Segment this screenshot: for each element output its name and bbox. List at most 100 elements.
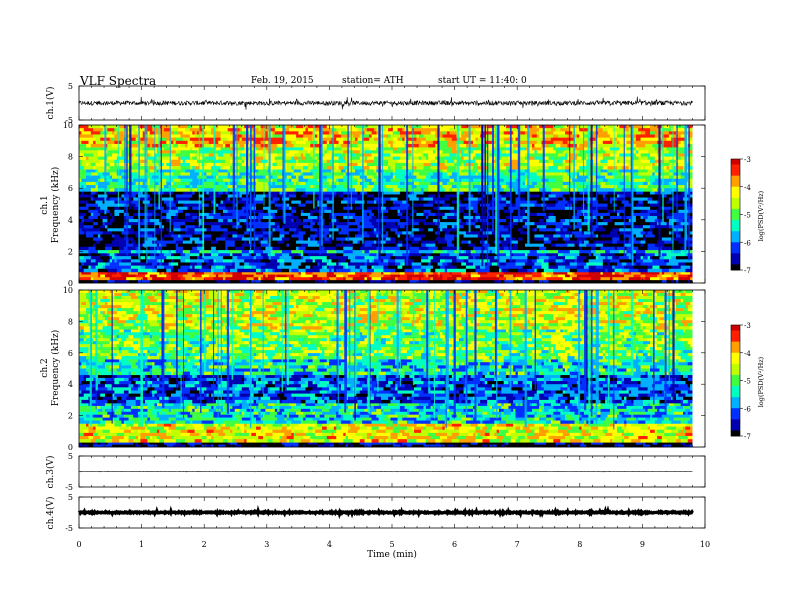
ch1-spec-cell: [300, 262, 309, 266]
ch1-spec-cell: [458, 203, 469, 208]
ch1-spec-cell: [83, 262, 89, 266]
ch1-spec-cell: [654, 206, 660, 211]
ch1-spec-cell: [423, 237, 429, 241]
ch1-spec-cell: [253, 159, 261, 164]
ch1-spec-cell: [385, 237, 391, 241]
ch1-spec-cell: [300, 277, 311, 281]
ch1-spec-cell: [595, 268, 606, 273]
ch1-spec-cell: [484, 262, 488, 266]
ch1-spec-cell: [541, 178, 549, 183]
ch1-spec-cell: [215, 125, 219, 129]
ch1-spec-cell: [619, 159, 627, 164]
ch1-spec-cell: [624, 243, 632, 248]
ch1-spec-cell: [237, 256, 247, 260]
ch1-spec-cell: [562, 162, 568, 167]
ch1-spec-cell: [536, 150, 545, 154]
ch1-spec-cell: [333, 162, 339, 167]
ch1-spec-cell: [366, 128, 375, 132]
ch1-spec-cell: [326, 178, 337, 183]
ch1-spec-cell: [487, 252, 493, 257]
ch1-spec-cell: [336, 150, 344, 154]
ch1-spec-cell: [442, 150, 453, 154]
ch1-spec-cell: [119, 277, 127, 281]
ch1-spec-cell: [79, 188, 87, 192]
ch1-spec-cell: [515, 128, 519, 132]
ch1-spec-cell: [591, 212, 601, 217]
ch1-spec-cell: [619, 271, 625, 275]
ch1-spec-cell: [215, 156, 219, 161]
ch1-spec-cell: [310, 277, 313, 281]
ch1-spec-cell: [376, 147, 387, 151]
ch1-spec-cell: [104, 209, 110, 214]
ch1-spec-cell: [109, 188, 113, 192]
ch1-spec-cell: [107, 159, 115, 164]
ch1-spec-cell: [416, 212, 424, 217]
ch1-spec-cell: [659, 206, 663, 211]
ch1-spec-cell: [645, 274, 648, 278]
ch1-spec-cell: [579, 150, 587, 154]
ch1-spec-cell: [499, 243, 502, 248]
ch1-spec-cell: [133, 181, 136, 186]
ch1-spec-cell: [293, 209, 297, 214]
ch1-spec-cell: [79, 206, 89, 211]
ch1-spec-cell: [204, 277, 212, 281]
ch1-spec-cell: [576, 243, 580, 248]
ch1-spec-cell: [532, 259, 538, 263]
ch1-spec-cell: [616, 150, 627, 154]
ch1-spec-cell: [418, 246, 429, 251]
ch1-spec-cell: [642, 194, 653, 198]
ch1-spec-cell: [411, 172, 417, 176]
ch1-spec-cell: [201, 234, 212, 238]
ch1-spec-cell: [633, 181, 644, 186]
ch1-spec-cell: [88, 279, 94, 284]
ch1-spec-cell: [171, 181, 174, 186]
ch1-spec-cell: [654, 268, 658, 273]
ch1-spec-cell: [661, 166, 667, 170]
ch1-spec-cell: [109, 277, 120, 281]
ch1-spec-cell: [543, 234, 554, 238]
ch1-spec-cell: [458, 209, 464, 214]
ch1-spec-cell: [159, 262, 162, 266]
ch1-spec-cell: [451, 243, 455, 248]
ch1-spec-cell: [289, 277, 299, 281]
ch1-spec-cell: [642, 259, 653, 263]
ch1-spec-cell: [303, 249, 311, 254]
ch1-spec-cell: [475, 212, 481, 217]
ch1-spec-cell: [296, 194, 302, 198]
ch1-spec-cell: [130, 259, 141, 263]
ch1-spec-cell: [657, 159, 665, 164]
ch1-spec-cell: [208, 249, 212, 254]
ch1-spec-cell: [322, 246, 325, 251]
ch1-spec-cell: [208, 197, 217, 201]
ch1-spec-cell: [284, 156, 292, 161]
ch1-spec-cell: [664, 209, 670, 214]
ch1-spec-cell: [390, 271, 396, 275]
ch1-spec-cell: [133, 185, 141, 189]
ch1-spec-cell: [298, 175, 304, 180]
ch1-spec-cell: [88, 125, 99, 129]
ch1-spec-cell: [206, 206, 217, 211]
ch1-spec-cell: [180, 150, 188, 154]
ch1-spec-cell: [437, 271, 441, 275]
ch1-spec-cell: [430, 191, 438, 195]
ch1-spec-cell: [461, 240, 469, 244]
ch1-spec-cell: [647, 197, 653, 201]
ch1-spec-cell: [659, 277, 667, 281]
ch1-spec-cell: [673, 206, 684, 211]
ch1-spec-cell: [130, 249, 136, 254]
ch1-spec-cell: [442, 131, 446, 135]
ch1-spec-cell: [255, 268, 261, 273]
ch1-spec-cell: [607, 243, 618, 248]
ch1-spec-cell: [149, 181, 153, 186]
ch1-spec-cell: [156, 274, 167, 278]
ch1-spec-cell: [560, 188, 571, 192]
ch1-spec-cell: [373, 240, 377, 244]
ch1-spec-cell: [581, 212, 585, 217]
ch1-spec-cell: [291, 262, 302, 266]
ch1-spec-cell: [79, 128, 85, 132]
ch1-spec-cell: [534, 237, 545, 241]
ch1-spec-cell: [88, 252, 92, 257]
ch1-spec-cell: [390, 219, 401, 223]
ch1-spec-cell: [90, 259, 96, 263]
ch1-spec-cell: [97, 249, 101, 254]
